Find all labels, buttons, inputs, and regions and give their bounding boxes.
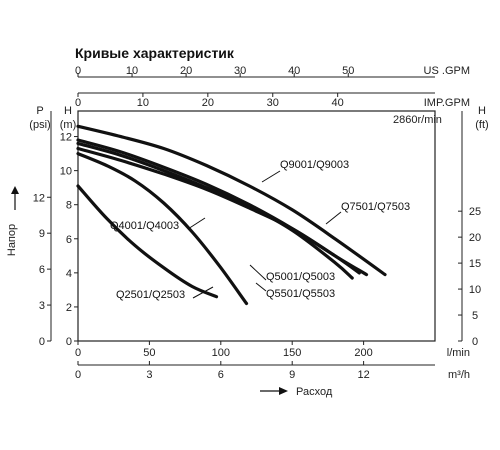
right-axis: 0 5 10 15 20 25 H (ft) (458, 105, 489, 348)
chart-title: Кривые характеристик (75, 45, 235, 61)
curve-q5501-q5503 (76, 141, 354, 280)
lpm-tick-label: 0 (75, 347, 81, 359)
pump-curves (76, 124, 387, 306)
leader-q7501-q7503 (325, 211, 342, 225)
curve-q9001-q9003 (76, 124, 387, 277)
lpm-tick-label: 100 (212, 347, 230, 359)
feet-unit: H (478, 105, 486, 117)
plot-frame (77, 110, 436, 342)
curve-label-q5501-q5503: Q5501/Q5503 (266, 288, 335, 300)
feet-tick-label: 25 (469, 206, 481, 218)
feet-unit-sub: (ft) (475, 119, 488, 131)
psi-unit-sub: (psi) (29, 119, 50, 131)
m3h-tick-label: 3 (146, 369, 152, 381)
metre-tick-label: 0 (66, 336, 72, 348)
curve-q4001-q4003 (76, 152, 249, 306)
leader-q5001-q5003 (249, 264, 267, 281)
imp-gpm-tick-label: 10 (137, 97, 149, 109)
feet-tick-label: 0 (472, 336, 478, 348)
lpm-tick-label: 50 (143, 347, 155, 359)
bottom-axes: 0 50 100 150 200 l/min 0 3 6 9 12 m³/h (75, 341, 470, 381)
psi-unit: P (36, 105, 43, 117)
imp-gpm-unit: IMP.GPM (424, 97, 470, 109)
psi-tick-label: 0 (39, 336, 45, 348)
metre-unit-sub: (m) (60, 119, 77, 131)
top-axes: 0 10 20 30 40 50 US .GPM 0 10 20 30 40 IMP.GPM (75, 65, 470, 109)
m3h-tick-label: 0 (75, 369, 81, 381)
lpm-tick-label: 200 (354, 347, 372, 359)
y-axis-title: Напор (6, 186, 19, 256)
curve-q7501-q7503 (76, 138, 369, 277)
m3h-unit: m³/h (448, 369, 470, 381)
imp-gpm-tick-label: 40 (332, 97, 344, 109)
us-gpm-tick-label: 40 (288, 65, 300, 77)
us-gpm-tick-label: 10 (126, 65, 138, 77)
us-gpm-tick-label: 0 (75, 65, 81, 77)
metre-tick-label: 12 (60, 132, 72, 144)
feet-tick-label: 10 (469, 284, 481, 296)
metre-tick-label: 8 (66, 200, 72, 212)
us-gpm-tick-label: 20 (180, 65, 192, 77)
metre-tick-label: 4 (66, 268, 72, 280)
metre-unit: H (64, 105, 72, 117)
leader-q2501-q2503 (192, 286, 214, 299)
feet-tick-label: 15 (469, 258, 481, 270)
x-axis-title-text: Расход (296, 386, 333, 398)
x-axis-arrow-head (279, 387, 288, 395)
m3h-tick-label: 9 (289, 369, 295, 381)
m3h-tick-label: 12 (357, 369, 369, 381)
left-axes: 0 2 4 6 8 10 12 H (m) 0 3 6 9 12 P (psi) (29, 105, 78, 348)
m3h-tick-label: 6 (218, 369, 224, 381)
psi-tick-label: 3 (39, 300, 45, 312)
leader-q4001-q4003 (187, 217, 206, 230)
lpm-tick-label: 150 (283, 347, 301, 359)
psi-tick-label: 9 (39, 228, 45, 240)
feet-tick-label: 5 (472, 310, 478, 322)
us-gpm-tick-label: 30 (234, 65, 246, 77)
imp-gpm-tick-label: 30 (267, 97, 279, 109)
leader-q9001-q9003 (261, 170, 281, 183)
metre-tick-label: 2 (66, 302, 72, 314)
us-gpm-tick-label: 50 (342, 65, 354, 77)
curve-q2501-q2503 (76, 184, 219, 299)
curve-labels: Q2501/Q2503 Q4001/Q4003 Q5001/Q5003 Q5501/Q… (110, 159, 410, 301)
y-axis-arrow-head (11, 186, 19, 194)
metre-tick-label: 6 (66, 234, 72, 246)
x-axis-title: Расход (260, 386, 333, 398)
speed-note: 2860r/min (393, 114, 442, 126)
y-axis-title-text: Напор (6, 224, 18, 256)
imp-gpm-tick-label: 0 (75, 97, 81, 109)
us-gpm-unit: US .GPM (424, 65, 470, 77)
lpm-unit: l/min (447, 347, 470, 359)
plot-border (77, 110, 436, 342)
curve-label-q5001-q5003: Q5001/Q5003 (266, 271, 335, 283)
feet-tick-label: 20 (469, 232, 481, 244)
curve-label-q9001-q9003: Q9001/Q9003 (280, 159, 349, 171)
psi-tick-label: 6 (39, 264, 45, 276)
leader-q5501-q5503 (255, 282, 267, 292)
metre-tick-label: 10 (60, 166, 72, 178)
psi-tick-label: 12 (33, 192, 45, 204)
curve-label-q2501-q2503: Q2501/Q2503 (116, 289, 185, 301)
imp-gpm-tick-label: 20 (202, 97, 214, 109)
curve-label-q4001-q4003: Q4001/Q4003 (110, 220, 179, 232)
curve-label-q7501-q7503: Q7501/Q7503 (341, 201, 410, 213)
